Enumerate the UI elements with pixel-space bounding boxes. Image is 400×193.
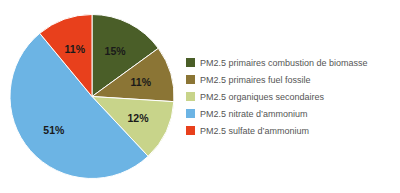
pie: [10, 15, 174, 179]
legend: PM2.5 primaires combustion de biomasse PM…: [186, 58, 368, 136]
data-labels: 15% 11% 12% 51% 11%: [43, 43, 151, 136]
legend-label: PM2.5 primaires fuel fossile: [200, 75, 311, 85]
data-label: 12%: [127, 112, 149, 124]
data-label: 51%: [43, 124, 65, 136]
legend-swatch: [186, 92, 195, 101]
legend-label: PM2.5 sulfate d’ammonium: [200, 126, 309, 136]
data-label: 11%: [131, 76, 152, 88]
legend-label: PM2.5 organiques secondaires: [200, 92, 325, 102]
legend-label: PM2.5 nitrate d’ammonium: [200, 109, 308, 119]
data-label: 11%: [65, 43, 86, 55]
chart: 15% 11% 12% 51% 11% PM2.5 primaires combustio…: [0, 0, 400, 193]
legend-swatch: [186, 109, 195, 118]
legend-swatch: [186, 126, 195, 135]
data-label: 15%: [105, 45, 127, 57]
pie-slice: [40, 15, 92, 97]
legend-swatch: [186, 75, 195, 84]
legend-swatch: [186, 58, 195, 67]
legend-label: PM2.5 primaires combustion de biomasse: [200, 58, 368, 68]
